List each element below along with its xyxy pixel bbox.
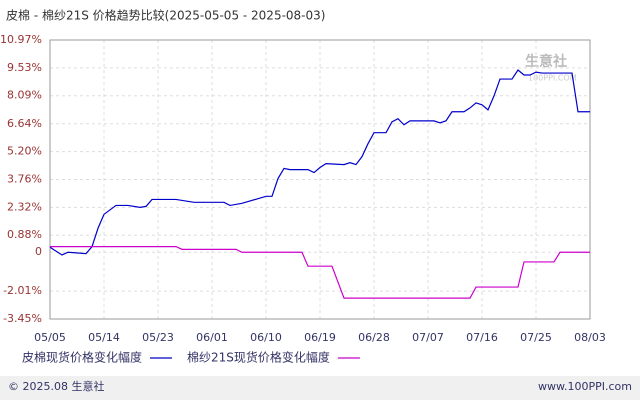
x-tick-label: 06/10: [250, 331, 282, 344]
x-tick-label: 07/16: [466, 331, 498, 344]
x-tick-label: 05/23: [142, 331, 174, 344]
y-tick-label: -2.01%: [3, 284, 42, 297]
y-tick-label: 6.64%: [7, 117, 42, 130]
x-tick-label: 07/25: [520, 331, 552, 344]
x-tick-label: 05/05: [34, 331, 66, 344]
y-tick-label: 2.32%: [7, 200, 42, 213]
x-tick-label: 05/14: [88, 331, 120, 344]
y-tick-label: 3.76%: [7, 173, 42, 186]
x-tick-label: 07/07: [412, 331, 444, 344]
y-tick-label: 8.09%: [7, 89, 42, 102]
watermark-url: 100PPI.COM: [528, 74, 577, 83]
footer-right: www.100PPI.com: [538, 380, 632, 393]
plot-frame: [49, 39, 591, 320]
y-tick-label: 10.97%: [0, 33, 42, 46]
y-tick-label: 5.20%: [7, 145, 42, 158]
x-tick-label: 06/01: [196, 331, 228, 344]
footer-bar: [0, 376, 640, 400]
y-tick-label: 0: [35, 245, 42, 258]
series-line: [50, 246, 590, 299]
y-tick-label: -3.45%: [3, 312, 42, 325]
footer-left: © 2025.08 生意社: [8, 379, 104, 393]
chart-title: 皮棉 - 棉纱21S 价格趋势比较(2025-05-05 - 2025-08-0…: [6, 8, 325, 23]
series-line: [49, 69, 590, 256]
y-tick-label: 0.88%: [7, 228, 42, 241]
y-tick-label: 9.53%: [7, 61, 42, 74]
x-tick-label: 06/19: [304, 331, 336, 344]
x-tick-label: 06/28: [358, 331, 390, 344]
x-tick-label: 08/03: [574, 331, 606, 344]
legend-label: 棉纱21S现货价格变化幅度: [187, 350, 330, 365]
legend-label: 皮棉现货价格变化幅度: [22, 350, 142, 365]
